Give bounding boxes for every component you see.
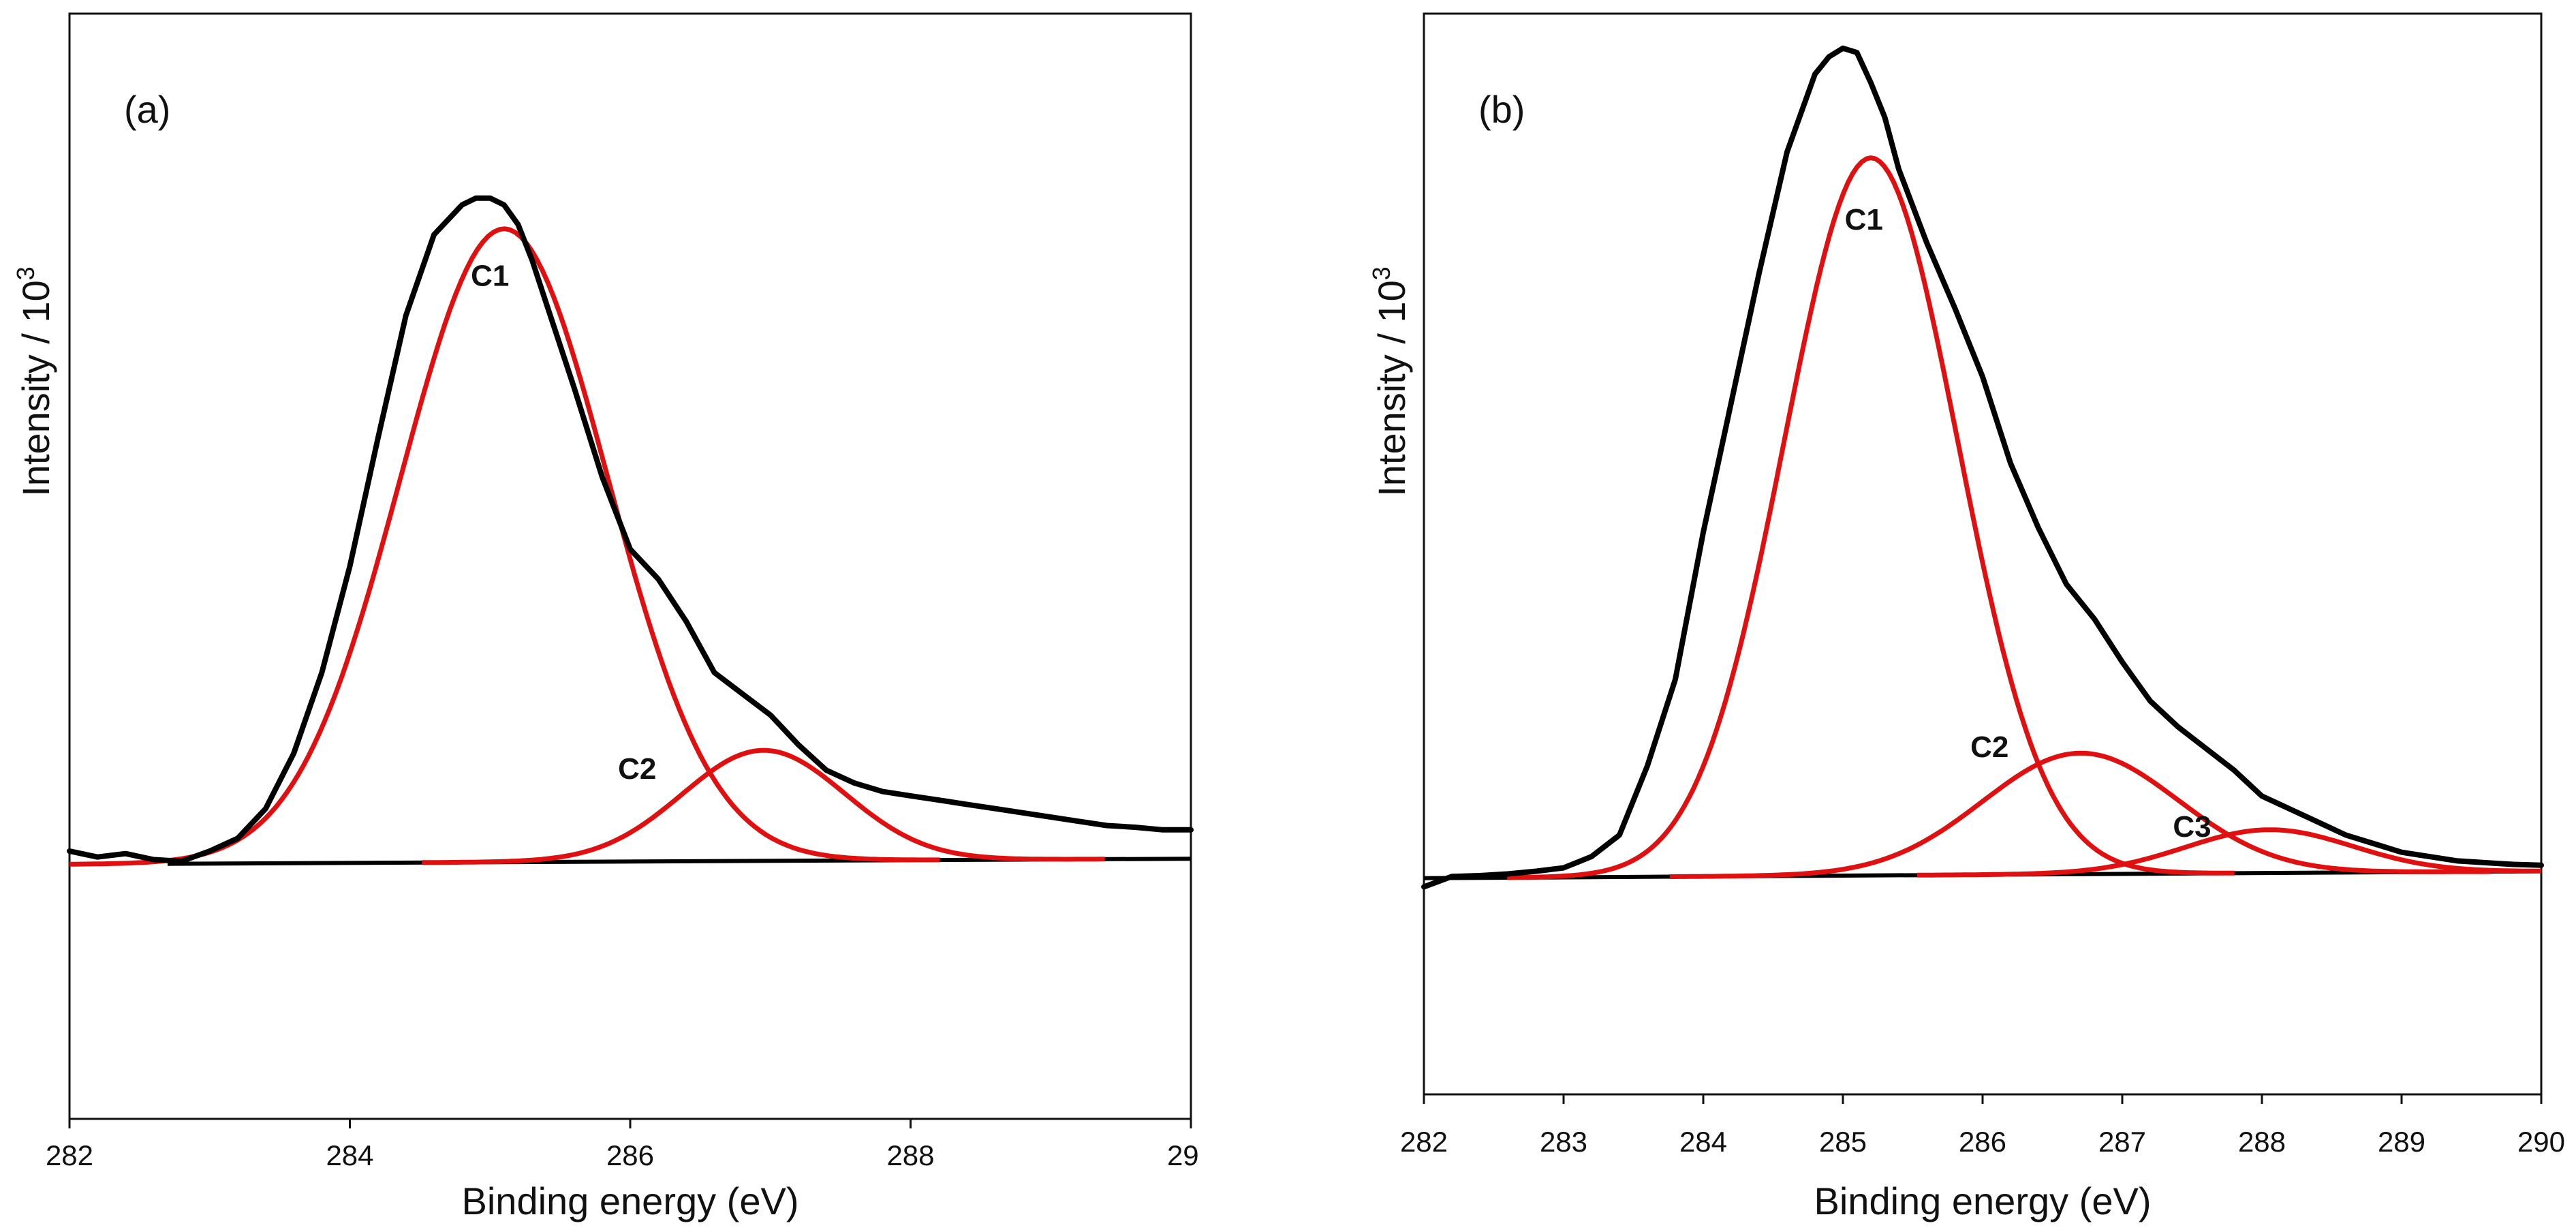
y-axis-label-superscript: 3: [12, 266, 40, 280]
peak-annotation-c2: C2: [618, 752, 656, 786]
y-axis-label-superscript: 3: [1367, 266, 1395, 280]
chart-b: 282 283 284 285 286 287 288 289 290 Binding energ…: [1367, 12, 2565, 1222]
y-axis-label: Intensity / 103: [1367, 266, 1413, 497]
x-tick-label: 282: [46, 1139, 93, 1171]
panel-label: (b): [1478, 88, 1525, 131]
y-axis-label-main: Intensity / 10: [14, 280, 57, 497]
x-tick-label: 284: [1679, 1126, 1727, 1158]
x-tick-label: 288: [886, 1139, 934, 1171]
peak-annotation-c1: C1: [1845, 203, 1883, 236]
peak-annotation-c2: C2: [1970, 730, 2008, 764]
x-tick-label: 287: [2098, 1126, 2146, 1158]
measured-envelope-line: [1421, 45, 2544, 890]
component-peak-c3: [1917, 827, 2541, 878]
panel-b: 282 283 284 285 286 287 288 289 290 Binding energ…: [1356, 0, 2576, 1232]
chart-a: 282 284 286 288 290 Binding energy (eV) Intens…: [12, 12, 1199, 1222]
y-axis-label-main: Intensity / 10: [1370, 280, 1413, 497]
panel-label: (a): [124, 88, 170, 131]
x-tick-label: 290: [2517, 1126, 2565, 1158]
x-axis-label: Binding energy (eV): [462, 1180, 799, 1222]
x-tick-label: 282: [1400, 1126, 1448, 1158]
component-peak-c2: [1669, 750, 2492, 879]
x-tick-label: 288: [2238, 1126, 2286, 1158]
panel-a: 282 284 286 288 290 Binding energy (eV) Intens…: [0, 0, 1199, 1232]
x-axis-label: Binding energy (eV): [1814, 1180, 2152, 1222]
x-tick-label: 289: [2378, 1126, 2425, 1158]
x-tick-label: 290: [1167, 1139, 1199, 1171]
measured-envelope-line: [67, 195, 1194, 864]
x-tick-label: 285: [1819, 1126, 1867, 1158]
x-tick-label: 286: [1959, 1126, 2006, 1158]
y-axis-label: Intensity / 103: [12, 266, 57, 497]
peak-annotation-c1: C1: [471, 259, 509, 292]
peak-annotation-c3: C3: [2173, 810, 2211, 844]
x-tick-label: 286: [606, 1139, 654, 1171]
component-peak-c1: [1507, 155, 2235, 880]
x-tick-label: 284: [326, 1139, 373, 1171]
x-tick-label: 283: [1540, 1126, 1587, 1158]
component-peak-c2: [422, 748, 1105, 865]
